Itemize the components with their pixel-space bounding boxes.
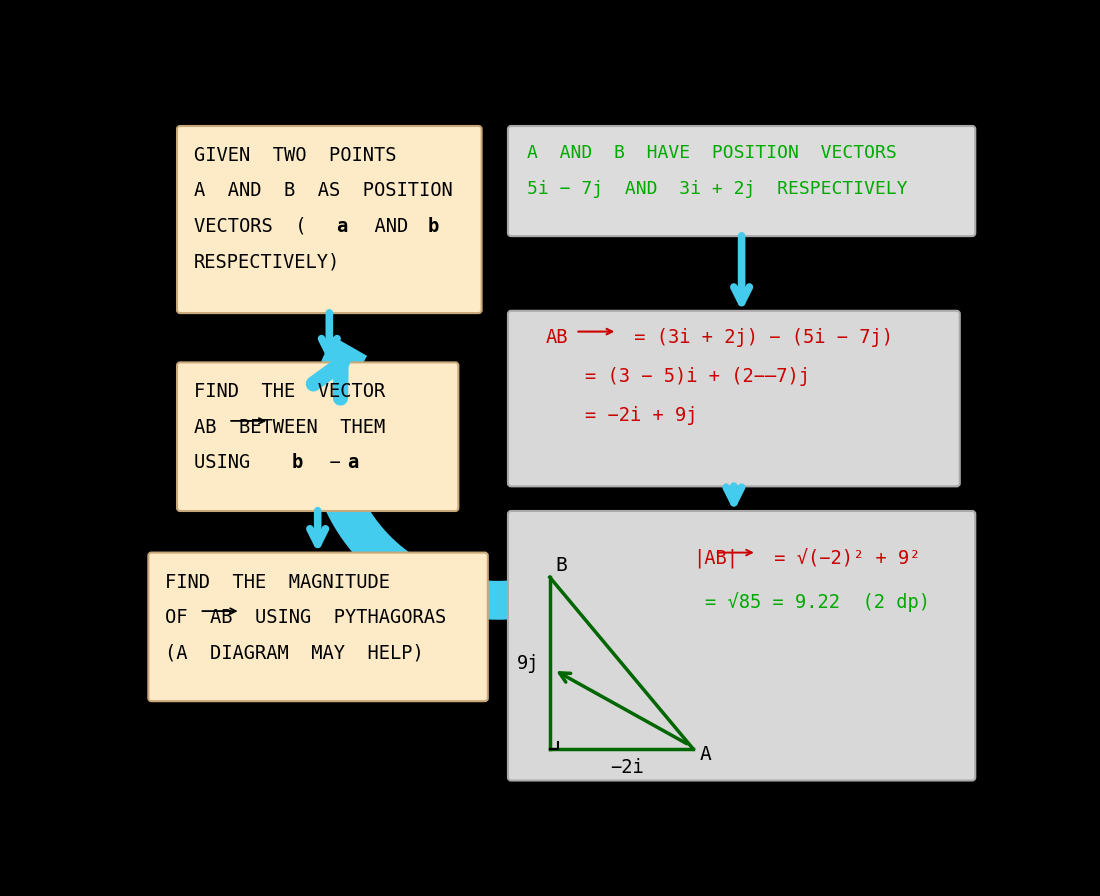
Text: OF  AB  USING  PYTHAGORAS: OF AB USING PYTHAGORAS [165,608,447,627]
Text: RESPECTIVELY): RESPECTIVELY) [194,253,340,271]
Text: GIVEN  TWO  POINTS: GIVEN TWO POINTS [194,146,397,165]
Text: = (3i + 2j) − (5i − 7j): = (3i + 2j) − (5i − 7j) [624,328,893,347]
FancyBboxPatch shape [148,553,487,702]
Text: AB: AB [546,328,569,347]
Text: b: b [427,217,439,236]
Text: b: b [292,453,302,472]
Text: AB  BETWEEN  THEM: AB BETWEEN THEM [194,418,385,437]
FancyBboxPatch shape [508,511,976,780]
FancyBboxPatch shape [508,126,976,237]
FancyBboxPatch shape [508,311,960,487]
Text: A  AND  B  HAVE  POSITION  VECTORS: A AND B HAVE POSITION VECTORS [527,144,896,162]
Text: B: B [556,556,566,574]
Text: 5i − 7j  AND  3i + 2j  RESPECTIVELY: 5i − 7j AND 3i + 2j RESPECTIVELY [527,180,908,198]
Text: −: − [307,453,363,472]
Text: = −2i + 9j: = −2i + 9j [585,406,697,426]
Text: = √(−2)² + 9²: = √(−2)² + 9² [763,548,921,568]
Text: a: a [336,217,348,236]
Text: = (3 − 5)i + (2−–7)j: = (3 − 5)i + (2−–7)j [585,367,810,386]
Text: 9j: 9j [517,654,540,673]
Text: USING: USING [194,453,273,472]
Text: AND: AND [352,217,431,236]
Text: FIND  THE  VECTOR: FIND THE VECTOR [194,383,385,401]
Text: a: a [348,453,359,472]
Text: (A  DIAGRAM  MAY  HELP): (A DIAGRAM MAY HELP) [165,643,425,662]
Text: −2i: −2i [609,758,644,777]
Text: A  AND  B  AS  POSITION: A AND B AS POSITION [194,181,453,201]
Text: = √85 = 9.22  (2 dp): = √85 = 9.22 (2 dp) [705,592,930,612]
Text: A: A [700,745,711,764]
Text: FIND  THE  MAGNITUDE: FIND THE MAGNITUDE [165,573,390,591]
FancyBboxPatch shape [177,362,459,511]
Text: VECTORS  (: VECTORS ( [194,217,307,236]
Text: |AB|: |AB| [693,548,738,568]
FancyBboxPatch shape [177,126,482,313]
